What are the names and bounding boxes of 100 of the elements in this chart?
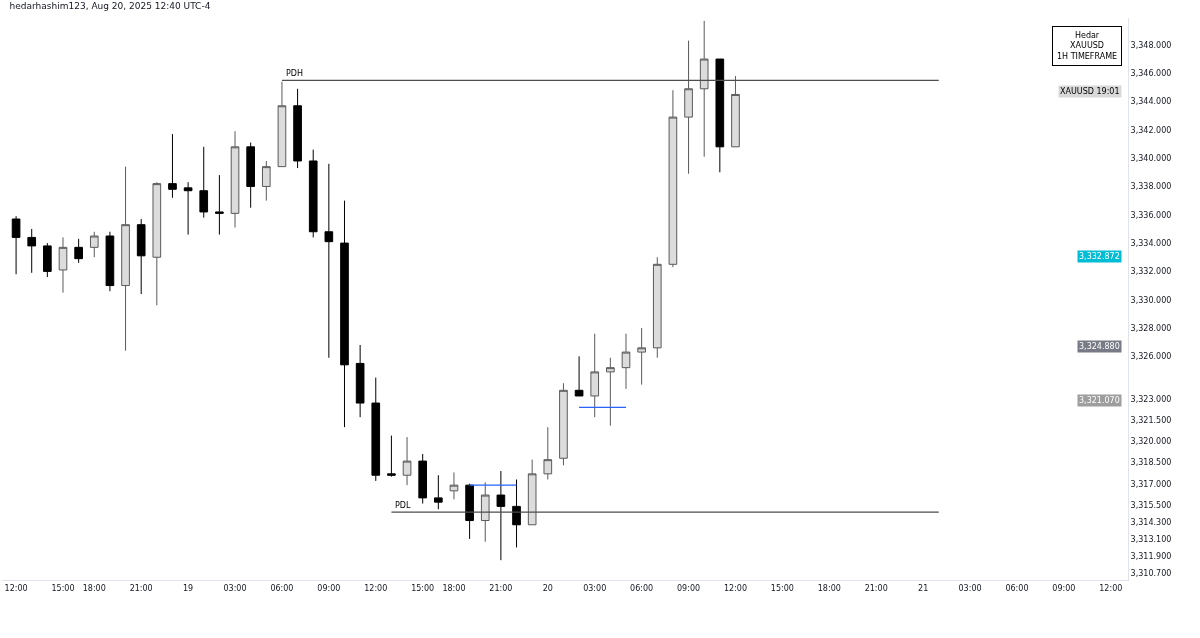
candlestick: [293, 88, 302, 169]
x-tick-label: 15:00: [770, 583, 794, 593]
candlestick: [261, 160, 271, 202]
x-tick-label: 06:00: [270, 583, 294, 593]
y-tick-label: 3,323.000: [1130, 394, 1172, 404]
candlestick: [199, 146, 209, 219]
x-tick-label: 06:00: [630, 583, 654, 593]
x-tick-label: 15:00: [51, 583, 75, 593]
candlestick: [277, 81, 287, 168]
y-tick-label: 3,342.000: [1130, 125, 1172, 135]
candlestick: [543, 426, 553, 480]
candlestick: [230, 130, 240, 229]
candlestick: [183, 181, 193, 236]
candlestick: [527, 459, 537, 526]
candlestick: [418, 453, 428, 505]
x-tick-label: 09:00: [1052, 583, 1076, 593]
x-tick-label: 03:00: [223, 583, 247, 593]
y-tick-label: 3,310.700: [1130, 568, 1172, 578]
candlestick: [668, 89, 678, 268]
x-tick-label: 12:00: [4, 583, 28, 593]
candlestick: [606, 357, 615, 427]
series-label: PDH: [286, 69, 303, 78]
chart-title: hedarhashim123, Aug 20, 2025 12:40 UTC-4: [9, 1, 211, 12]
annotation: 3,321.070: [1079, 396, 1120, 405]
candlestick: [340, 200, 349, 428]
candlestick: [574, 355, 584, 397]
y-tick-label: 3,334.000: [1130, 238, 1172, 248]
candlestick: [512, 478, 521, 548]
y-tick-label: 3,344.000: [1130, 97, 1172, 107]
candlestick: [168, 133, 177, 199]
y-tick-label: 3,313.100: [1130, 534, 1172, 544]
candlestick: [699, 20, 709, 158]
candlestick: [449, 471, 459, 500]
candlestick: [433, 474, 443, 510]
x-tick-label: 21:00: [129, 583, 153, 593]
y-tick-label: 3,321.500: [1130, 415, 1172, 425]
series-label: PDL: [395, 501, 411, 510]
candlestick: [11, 215, 21, 275]
y-tick-label: 3,328.000: [1130, 323, 1172, 333]
y-tick-label: 3,317.000: [1130, 479, 1172, 489]
candlestick: [308, 149, 318, 238]
x-tick-label: 06:00: [1005, 583, 1029, 593]
candlestick: [465, 483, 474, 540]
annotation: Hedar XAUUSD 1H TIMEFRAME: [1057, 31, 1118, 61]
y-tick-label: 3,348.000: [1130, 40, 1172, 50]
candlestick: [590, 333, 600, 418]
y-tick-label: 3,318.500: [1130, 458, 1172, 468]
y-tick-label: 3,340.000: [1130, 153, 1172, 163]
y-tick-label: 3,315.500: [1130, 500, 1172, 510]
candlestick: [136, 218, 146, 295]
candlestick: [215, 174, 224, 236]
candlestick: [27, 228, 37, 274]
candlestick: [480, 481, 490, 543]
y-tick-label: 3,326.000: [1130, 352, 1172, 362]
x-tick-label: 03:00: [583, 583, 607, 593]
y-tick-label: 3,320.000: [1130, 437, 1172, 447]
x-tick-label: 12:00: [364, 583, 388, 593]
x-tick-label: 12:00: [1099, 583, 1123, 593]
candlestick: [652, 256, 662, 359]
x-tick-label: 21:00: [864, 583, 888, 593]
candlestick: [496, 470, 506, 561]
candlestick: [402, 436, 412, 486]
y-tick-label: 3,338.000: [1130, 182, 1172, 192]
candlestick: [731, 75, 740, 148]
candlestick: [105, 231, 115, 292]
candlestick: [246, 142, 255, 209]
y-tick-label: 3,314.300: [1130, 517, 1172, 527]
y-tick-label: 3,311.900: [1130, 551, 1172, 561]
x-tick-label: 18:00: [817, 583, 841, 593]
candlestick: [684, 40, 693, 175]
x-tick-label: 03:00: [958, 583, 982, 593]
candlestick: [715, 58, 725, 173]
y-tick-label: 3,330.000: [1130, 295, 1172, 305]
y-tick-label: 3,336.000: [1130, 210, 1172, 220]
candlestick: [43, 242, 52, 278]
candlestick: [58, 236, 68, 294]
candlestick: [152, 181, 162, 306]
annotation: 3,324.880: [1079, 342, 1120, 351]
candlestick: [621, 333, 631, 390]
candlestick: [324, 163, 334, 359]
annotation: 3,332.872: [1079, 252, 1120, 261]
x-tick-label: 18:00: [442, 583, 466, 593]
candlestick: [89, 231, 99, 258]
candlestick: [387, 435, 396, 478]
candlestick: [371, 377, 381, 482]
candlestick: [121, 166, 130, 352]
x-tick-label: 19: [183, 583, 194, 593]
x-tick-label: 21: [918, 583, 929, 593]
x-tick-label: 20: [542, 583, 553, 593]
x-tick-label: 18:00: [82, 583, 106, 593]
candlestick: [355, 344, 365, 418]
annotation: XAUUSD 19:01: [1060, 87, 1120, 96]
y-tick-label: 3,346.000: [1130, 69, 1172, 79]
y-tick-label: 3,332.000: [1130, 267, 1172, 277]
x-tick-label: 09:00: [317, 583, 341, 593]
candlestick: [74, 238, 83, 264]
x-tick-label: 12:00: [723, 583, 747, 593]
x-tick-label: 09:00: [677, 583, 701, 593]
candlestick: [559, 382, 568, 466]
x-tick-label: 15:00: [411, 583, 435, 593]
